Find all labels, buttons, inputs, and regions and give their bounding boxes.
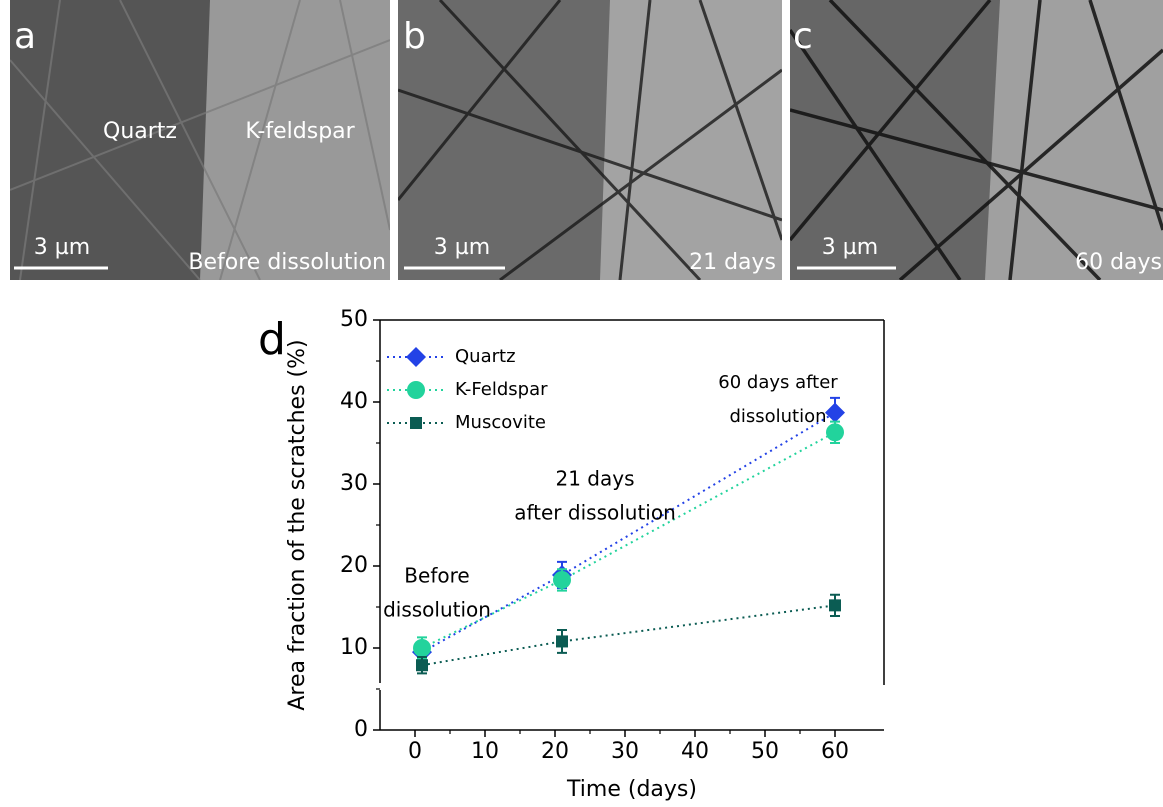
annotation: dissolution [383,598,491,622]
x-tick-label: 50 [751,739,779,764]
legend-label: Muscovite [455,412,546,433]
panel-letter: a [14,16,36,57]
data-point [553,570,571,589]
legend-marker [410,417,422,429]
x-tick-label: 20 [541,739,569,764]
y-tick-label: 30 [340,471,368,496]
series-line [421,604,836,667]
y-tick-label: 0 [354,717,368,742]
micrograph-a: a Quartz K-feldspar 3 µm Before dissolut… [10,0,390,280]
annotation: after dissolution [514,501,676,525]
micrograph-c: c 3 µm 60 days [790,0,1163,280]
annotation: 21 days [555,467,634,491]
annotation: Before [404,564,469,588]
x-tick-label: 0 [408,739,422,764]
data-point [416,659,428,672]
legend-label: K-Feldspar [455,379,548,400]
y-tick-label: 40 [340,389,368,414]
data-point [826,423,844,442]
micrograph-b: b 3 µm 21 days [398,0,782,280]
y-tick-label: 20 [340,553,368,578]
data-point [829,599,841,612]
plot: 0 10 20 30 40 50 0 10 20 30 40 50 60 Quartz K-Feldspar… [340,307,885,764]
x-axis-title: Time (days) [566,777,697,802]
data-point [825,402,845,423]
phase-label: Quartz [103,119,177,144]
panel-letter: d [258,314,286,365]
data-point [413,639,431,657]
x-tick-label: 10 [471,739,499,764]
legend-label: Quartz [455,346,516,367]
legend-marker [406,347,426,367]
scale-label: 3 µm [822,235,878,260]
data-point [556,635,568,648]
scale-label: 3 µm [434,235,490,260]
x-tick-label: 60 [821,739,849,764]
x-tick-label: 30 [611,739,639,764]
caption: Before dissolution [188,250,386,275]
caption: 21 days [689,250,776,275]
y-tick-label: 10 [340,635,368,660]
caption: 60 days [1075,250,1162,275]
panel-letter: c [793,16,813,57]
panel-letter: b [403,16,426,57]
y-tick-label: 50 [340,307,368,332]
x-tick-label: 40 [681,739,709,764]
annotation: dissolution [729,406,826,427]
y-axis-title: Area fraction of the scratches (%) [285,339,310,710]
scale-label: 3 µm [34,235,90,260]
annotation: 60 days after [718,372,838,393]
phase-label: K-feldspar [245,119,355,144]
legend-marker [407,381,425,399]
